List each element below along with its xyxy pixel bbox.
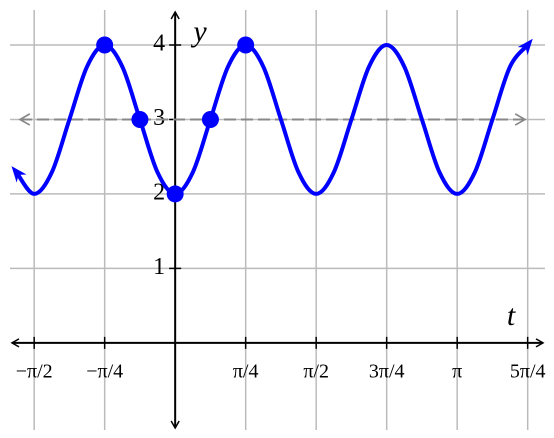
point: [201, 110, 219, 128]
x-tick-label: π/2: [303, 360, 329, 382]
x-axis-label: t: [507, 299, 516, 332]
x-tick-label: π: [452, 360, 462, 382]
x-tick-label: 3π/4: [369, 360, 405, 382]
y-tick-label: 3: [153, 105, 165, 131]
x-tick-label: −π/4: [86, 360, 123, 382]
point: [166, 185, 184, 203]
x-tick-label: π/4: [233, 360, 259, 382]
y-tick-label: 1: [153, 254, 165, 280]
point: [96, 36, 114, 54]
x-tick-label: −π/2: [16, 360, 53, 382]
y-axis-label: y: [190, 15, 207, 48]
x-tick-label: 5π/4: [510, 360, 546, 382]
y-tick-label: 2: [153, 179, 165, 205]
point: [131, 110, 149, 128]
y-tick-label: 4: [153, 31, 165, 57]
point: [237, 36, 255, 54]
